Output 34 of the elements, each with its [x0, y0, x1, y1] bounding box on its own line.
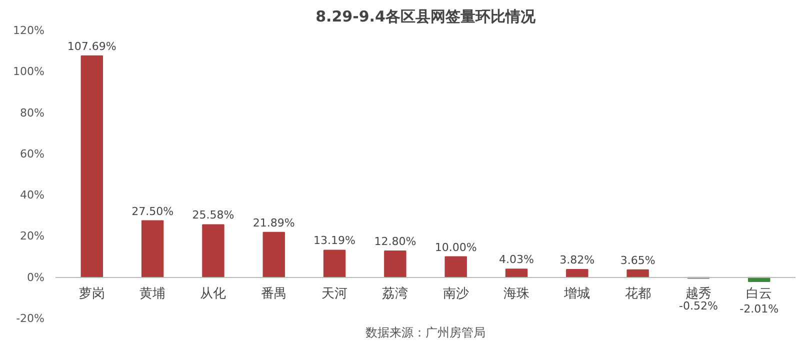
y-tick-label: 20%	[20, 230, 45, 243]
data-label: 3.65%	[620, 254, 656, 267]
data-label: 10.00%	[434, 240, 477, 254]
data-label: 25.58%	[192, 208, 234, 222]
source-note: 数据来源：广州房管局	[366, 326, 486, 340]
y-tick-label: 120%	[13, 24, 45, 37]
y-tick-label: 80%	[20, 106, 45, 120]
y-tick-label: -20%	[16, 312, 45, 325]
y-tick-label: 40%	[20, 188, 45, 202]
x-tick-label: 萝岗	[78, 286, 105, 302]
data-label: 107.69%	[67, 40, 116, 53]
x-tick-label: 南沙	[442, 286, 469, 302]
data-label: -0.52%	[678, 299, 718, 312]
y-tick-label: 0%	[27, 270, 44, 284]
x-tick-label: 白云	[746, 286, 772, 302]
data-label: 4.03%	[499, 253, 534, 266]
x-tick-label: 番禺	[260, 286, 287, 302]
x-tick-label: 越秀	[685, 286, 712, 302]
data-label: 21.89%	[252, 216, 295, 230]
x-tick-label: 黄埔	[140, 286, 166, 302]
x-tick-label: 荔湾	[382, 285, 408, 302]
data-label: 13.19%	[314, 234, 356, 248]
data-label: -2.01%	[740, 302, 779, 316]
x-tick-label: 花都	[624, 286, 651, 302]
data-label: 27.50%	[132, 204, 174, 218]
chart-title: 8.29-9.4各区县网签量环比情况	[316, 8, 536, 26]
x-tick-label: 从化	[200, 286, 226, 302]
y-tick-label: 100%	[13, 65, 45, 78]
x-tick-label: 海珠	[503, 286, 530, 302]
data-label: 3.82%	[560, 254, 595, 266]
x-tick-label: 增城	[563, 286, 590, 302]
data-label: 12.80%	[374, 235, 416, 248]
y-tick-label: 60%	[20, 147, 45, 160]
x-tick-label: 天河	[322, 286, 348, 302]
